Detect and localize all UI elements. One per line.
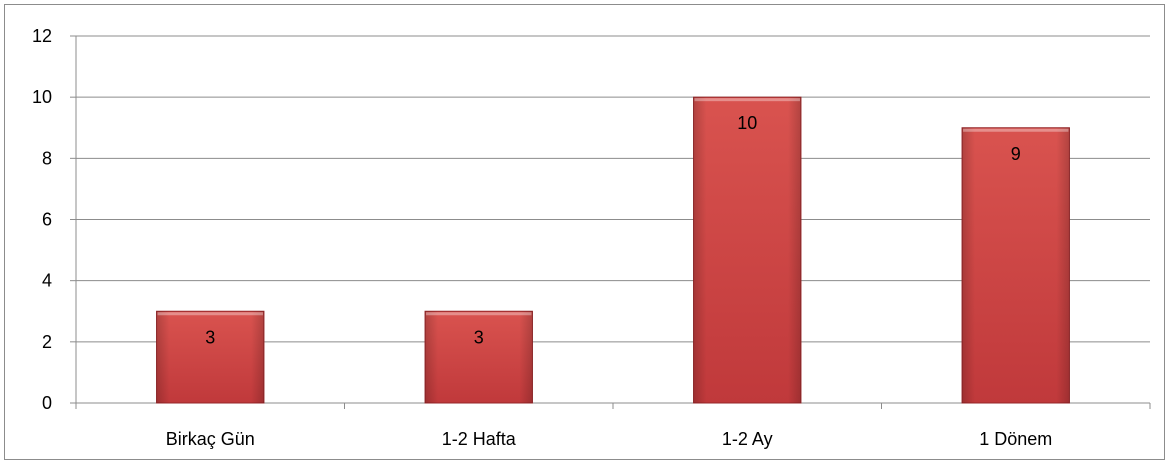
bar-shading bbox=[425, 311, 533, 403]
y-tick-label: 10 bbox=[32, 87, 52, 107]
bar-chart: 0 2 4 6 8 10 12 3 Birkaç Gün 3 1-2 Hafta 10 1-2 Ay 9 1… bbox=[32, 26, 1151, 449]
bar-shading bbox=[693, 97, 801, 404]
bar-highlight bbox=[963, 128, 1069, 132]
data-label: 3 bbox=[474, 327, 484, 347]
bar-shading bbox=[156, 311, 264, 403]
labels: 0 2 4 6 8 10 12 3 Birkaç Gün 3 1-2 Hafta 10 1-2 Ay 9 1… bbox=[32, 26, 1052, 449]
x-tick-label: 1-2 Hafta bbox=[442, 429, 517, 449]
data-label: 9 bbox=[1011, 144, 1021, 164]
y-tick-label: 12 bbox=[32, 26, 52, 46]
bar-group bbox=[424, 310, 533, 404]
x-tick-label: 1 Dönem bbox=[979, 429, 1052, 449]
y-tick-label: 0 bbox=[42, 393, 52, 413]
bar-group bbox=[156, 310, 265, 404]
bar-highlight bbox=[157, 312, 263, 316]
x-tick-label: Birkaç Gün bbox=[166, 429, 255, 449]
x-tick-label: 1-2 Ay bbox=[722, 429, 773, 449]
y-tick-label: 6 bbox=[42, 210, 52, 230]
bar-highlight bbox=[694, 98, 800, 102]
chart-frame: 0 2 4 6 8 10 12 3 Birkaç Gün 3 1-2 Hafta 10 1-2 Ay 9 1… bbox=[4, 4, 1165, 460]
y-tick-label: 4 bbox=[42, 271, 52, 291]
y-tick-label: 2 bbox=[42, 332, 52, 352]
bars bbox=[156, 96, 1070, 404]
bar-shading bbox=[962, 127, 1070, 403]
y-tick-label: 8 bbox=[42, 148, 52, 168]
bar-highlight bbox=[426, 312, 532, 316]
data-label: 3 bbox=[205, 327, 215, 347]
data-label: 10 bbox=[737, 113, 757, 133]
bar-group bbox=[961, 127, 1070, 404]
bar-group bbox=[693, 96, 802, 404]
